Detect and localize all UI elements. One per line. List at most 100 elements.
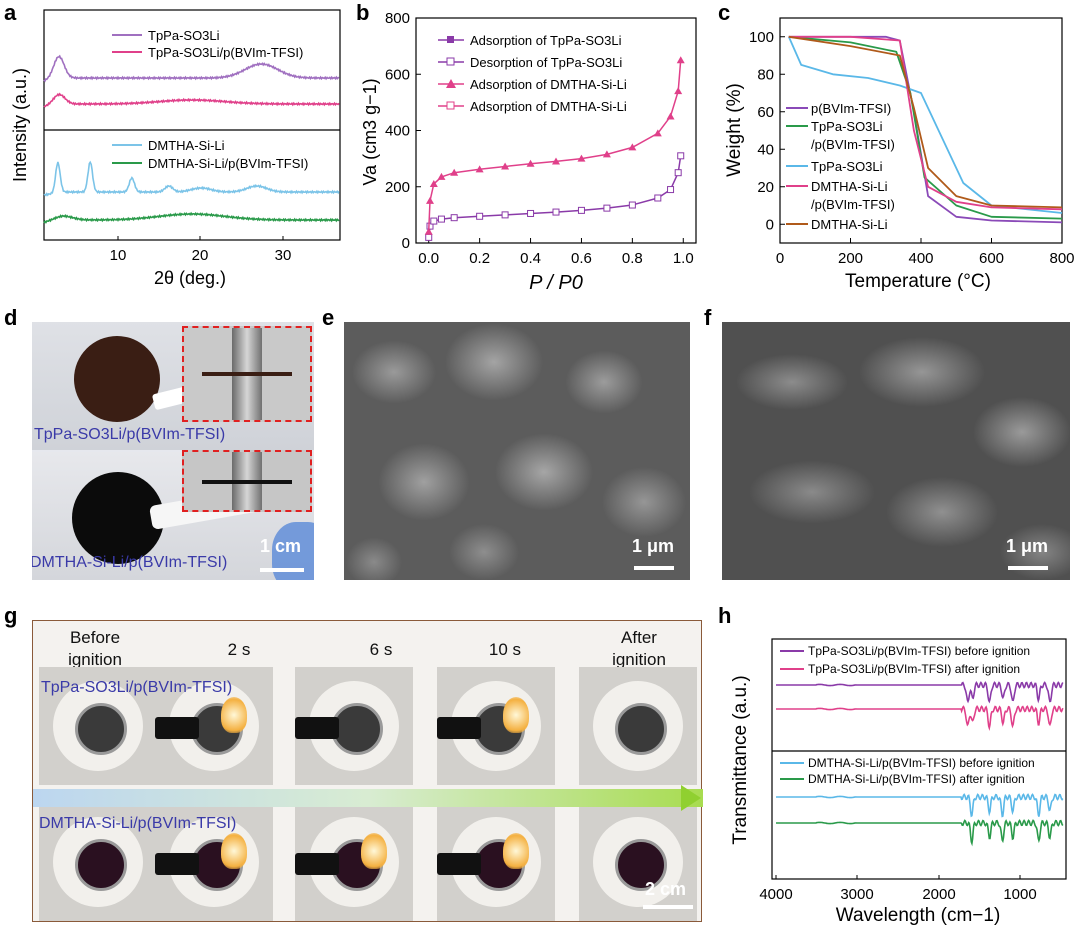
sem-image-f: 1 μm [722,322,1070,580]
h-xlabel: Wavelength (cm−1) [836,905,1001,926]
f-scale-text: 1 μm [1006,536,1049,556]
chart-b-axes: 0 200 400 600 800 0.0 0.2 0.4 0.6 0.8 1.0 [385,10,694,267]
c-series-4 [788,35,1063,211]
membrane-top-disc [74,336,160,422]
sem-image-e: 1 μm [344,322,690,580]
h-legend-3: DMTHA-Si-Li/p(BVIm-TFSI) before ignition [808,756,1035,770]
chart-c: 0 20 40 60 80 100 0 200 400 600 800 Temperature (°… [724,17,1075,292]
panel-h-letter: h [718,603,732,628]
torch-nozzle [295,717,339,739]
b-point [429,179,438,187]
b-legend-2: Desorption of TpPa-SO3Li [470,55,622,70]
h-series-2 [776,704,1064,731]
c-ytick-0: 0 [766,216,774,233]
f-scale-bar [1008,566,1048,570]
b-line-2 [427,60,682,232]
g-photo-1-1 [155,803,273,921]
g-time-4: After ignition [612,628,666,669]
c-xtick-0: 0 [776,250,784,267]
coin-cell-disc [615,839,667,891]
g-arrow-band [33,789,703,807]
b-point [526,159,535,167]
coin-cell-disc [615,703,667,755]
b-point [677,152,685,160]
photo-d: TpPa-SO3Li/p(BVIm-TFSI) DMTHA-Si-Li/p(BV… [32,322,314,580]
g-row-top-label: TpPa-SO3Li/p(BVIm-TFSI) [41,679,233,696]
panel-e-letter: e [322,305,335,330]
g-photo-0-3 [437,667,555,785]
c-xtick-800: 800 [1049,250,1074,267]
g-photo-0-1 [155,667,273,785]
b-point [475,165,484,173]
a-xtick-10: 10 [110,247,127,264]
torch-nozzle [155,853,199,875]
d-scale-text: 1 cm [260,536,302,556]
b-legend-1: Adsorption of TpPa-SO3Li [470,33,622,48]
torch-nozzle [155,717,199,739]
chart-h-xticks: 4000 3000 2000 1000 [759,875,1037,903]
c-series-2 [788,35,1063,220]
b-xtick-0.0: 0.0 [418,250,439,267]
b-ytick-0: 0 [402,235,410,252]
a-series-4 [43,211,340,224]
chart-c-axes: 0 20 40 60 80 100 0 200 400 600 800 [749,29,1075,267]
flame [361,833,387,869]
a-ylabel: Intensity (a.u.) [10,68,30,182]
a-legend-4: DMTHA-Si-Li/p(BVIm-TFSI) [148,156,308,171]
c-legend-6: /p(BVIm-TFSI) [811,197,895,212]
h-series-4 [776,819,1064,847]
panel-d-letter: d [4,305,18,330]
chart-a: 10 20 30 2θ (deg.) Intensity (a.u.) TpPa… [10,9,341,288]
b-point [437,215,445,223]
g-time-3: 10 s [488,640,522,659]
a-legend-2: TpPa-SO3Li/p(BVIm-TFSI) [148,45,303,60]
chart-b-curves [424,56,685,241]
b-point [577,206,585,214]
b-xtick-0.4: 0.4 [520,250,541,267]
c-legend-3: /p(BVIm-TFSI) [811,137,895,152]
membrane-bottom-disc [72,472,164,564]
a-series-2 [43,92,340,108]
c-ytick-100: 100 [749,29,774,46]
c-legend-1: p(BVIm-TFSI) [811,101,891,116]
flame [503,833,529,869]
torch-nozzle [437,717,481,739]
h-xtick-1000: 1000 [1003,886,1036,903]
c-legend-4: TpPa-SO3Li [811,159,883,174]
b-legend-marker-1 [447,36,454,43]
d-label-bottom: DMTHA-Si-Li/p(BVIm-TFSI) [32,554,228,571]
h-xtick-3000: 3000 [840,886,873,903]
chart-h-curves [776,681,1064,847]
g-scale-text: 2 cm [645,879,687,899]
g-photo-1-0 [39,803,157,921]
chart-a-curves [43,54,340,224]
g-time-2: 6 s [369,640,393,659]
c-ytick-80: 80 [757,66,774,83]
chart-h-frame [771,638,1067,880]
b-point [450,214,458,222]
b-line-1 [427,155,682,238]
c-series-3 [787,36,1063,214]
a-legend-3: DMTHA-Si-Li [148,138,225,153]
c-xtick-600: 600 [979,250,1004,267]
b-point [552,208,560,216]
b-point [653,129,662,137]
coin-cell-disc [75,703,127,755]
b-legend: Adsorption of TpPa-SO3Li Desorption of T… [438,33,627,114]
h-legend-4: DMTHA-Si-Li/p(BVIm-TFSI) after ignition [808,772,1025,786]
b-point [527,209,535,217]
c-ylabel: Weight (%) [724,83,745,177]
torch-nozzle [437,853,481,875]
b-point [426,222,434,230]
b-xtick-0.6: 0.6 [571,250,592,267]
a-legend-1: TpPa-SO3Li [148,28,220,43]
b-xtick-0.2: 0.2 [469,250,490,267]
b-xtick-0.8: 0.8 [622,250,643,267]
h-legend: TpPa-SO3Li/p(BVIm-TFSI) before ignition … [780,644,1035,786]
b-xtick-1.0: 1.0 [673,250,694,267]
d-scale-bar [260,568,304,572]
flame [221,833,247,869]
b-point [426,196,434,204]
b-point [552,157,560,165]
b-point [476,212,484,220]
